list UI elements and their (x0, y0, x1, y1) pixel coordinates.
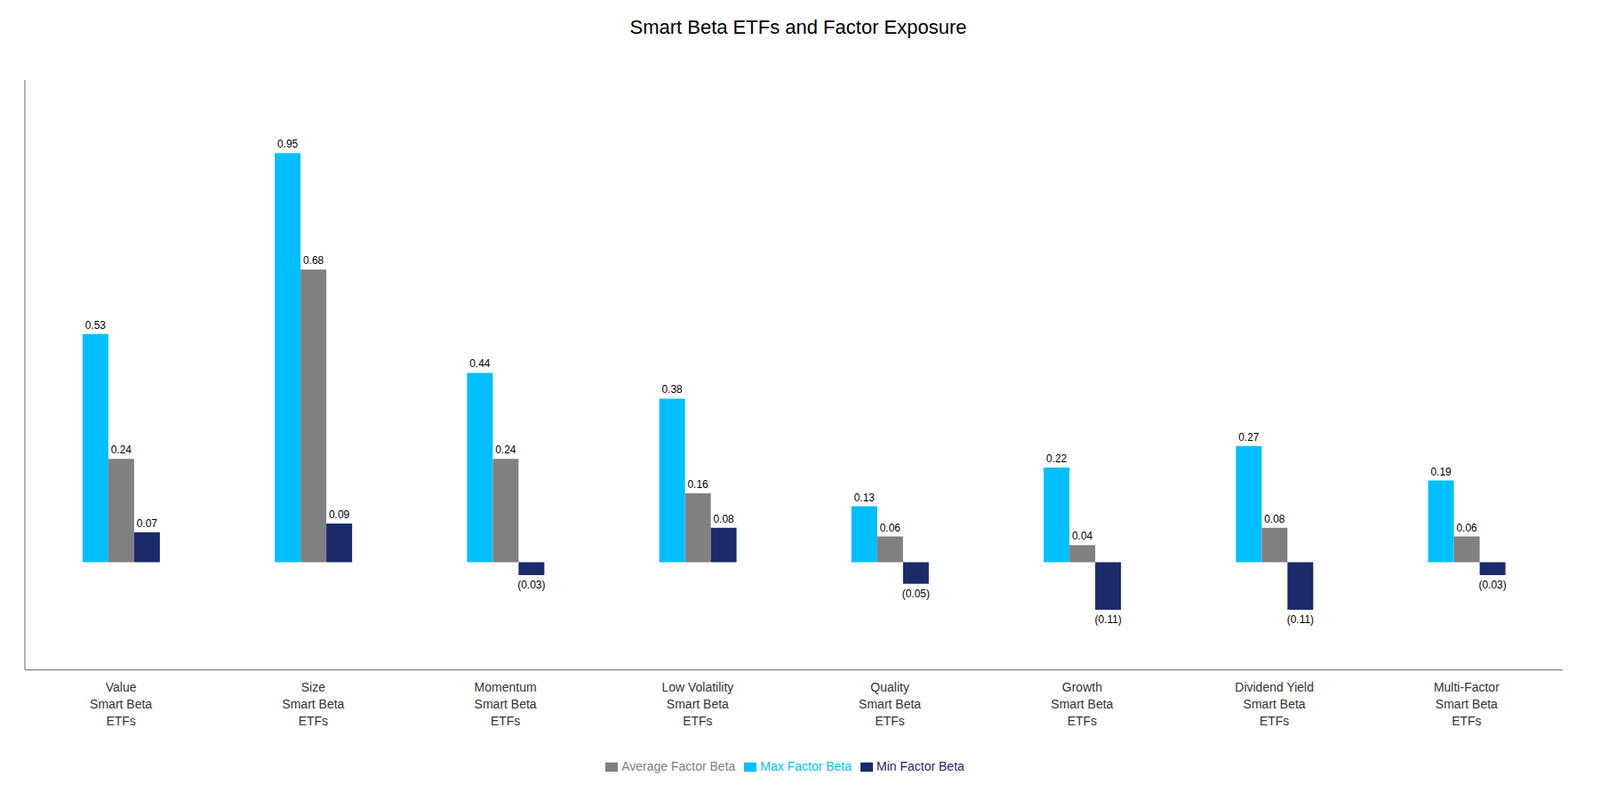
svg-text:MomentumSmart BetaETFs: MomentumSmart BetaETFs (474, 680, 537, 728)
html-text:Average Factor Beta: Average Factor Beta (621, 758, 736, 774)
svg-text:SizeSmart BetaETFs: SizeSmart BetaETFs (281, 680, 344, 728)
svg-text:(0.03): (0.03) (517, 578, 545, 592)
svg-text:0.13: 0.13 (854, 491, 876, 504)
html-text:Min Factor Beta: Min Factor Beta (876, 758, 965, 774)
svg-text:QualitySmart BetaETFs: QualitySmart BetaETFs (858, 680, 921, 728)
svg-text:0.19: 0.19 (1430, 465, 1452, 479)
svg-text:0.08: 0.08 (712, 512, 735, 526)
svg-text:ValueSmart BetaETFs: ValueSmart BetaETFs (89, 680, 152, 728)
svg-text:0.09: 0.09 (328, 508, 351, 521)
svg-text:0.38: 0.38 (661, 383, 683, 396)
svg-text:0.22: 0.22 (1046, 452, 1068, 465)
svg-text:GrowthSmart BetaETFs: GrowthSmart BetaETFs (1050, 680, 1113, 728)
svg-text:(0.05): (0.05) (902, 587, 930, 600)
svg-text:(0.03): (0.03) (1478, 578, 1506, 592)
html-text:Max Factor Beta: Max Factor Beta (760, 758, 852, 774)
svg-text:0.06: 0.06 (880, 521, 902, 535)
svg-text:(0.11): (0.11) (1287, 613, 1314, 626)
svg-text:0.68: 0.68 (303, 254, 325, 267)
svg-text:0.16: 0.16 (687, 478, 709, 491)
svg-text:0.95: 0.95 (277, 137, 299, 151)
svg-text:(0.11): (0.11) (1094, 613, 1121, 626)
svg-text:0.07: 0.07 (136, 517, 159, 530)
svg-text:0.24: 0.24 (111, 443, 133, 456)
svg-text:0.06: 0.06 (1456, 521, 1478, 535)
svg-text:0.53: 0.53 (85, 319, 107, 332)
svg-text:0.27: 0.27 (1238, 431, 1260, 444)
html-text:Smart Beta ETFs and Factor Exp: Smart Beta ETFs and Factor Exposure (629, 16, 967, 39)
svg-text:0.44: 0.44 (469, 357, 491, 370)
svg-text:0.24: 0.24 (495, 443, 517, 456)
svg-text:Multi-FactorSmart BetaETFs: Multi-FactorSmart BetaETFs (1433, 680, 1500, 728)
svg-text:Dividend YieldSmart BetaETFs: Dividend YieldSmart BetaETFs (1234, 680, 1314, 728)
svg-text:0.04: 0.04 (1072, 529, 1094, 543)
svg-text:0.08: 0.08 (1264, 512, 1286, 526)
svg-text:Low VolatilitySmart BetaETFs: Low VolatilitySmart BetaETFs (661, 680, 734, 728)
